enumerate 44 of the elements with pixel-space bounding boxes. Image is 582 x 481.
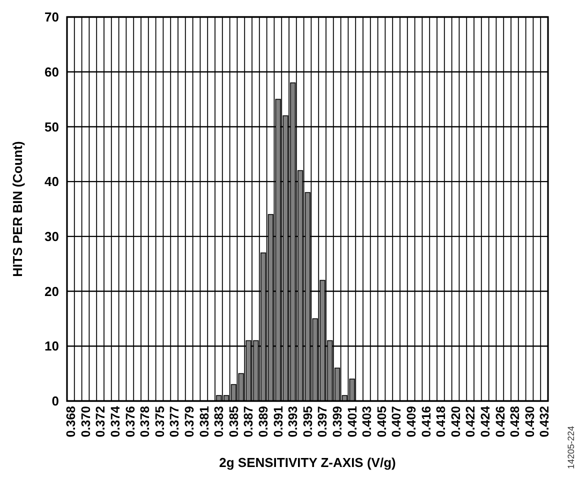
x-tick-label: 0.430 <box>522 406 537 438</box>
x-tick-label: 0.399 <box>330 406 344 438</box>
x-tick-label: 0.368 <box>64 406 78 438</box>
x-tick-label: 0.422 <box>464 406 478 438</box>
y-tick-label: 10 <box>44 338 59 354</box>
x-axis-title: 2g SENSITIVITY Z-AXIS (V/g) <box>219 455 396 470</box>
x-tick-label: 0.381 <box>197 406 212 438</box>
x-tick-label: 0.397 <box>316 406 330 438</box>
x-tick-label: 0.376 <box>123 406 138 438</box>
x-tick-label: 0.428 <box>508 406 522 438</box>
x-tick-label: 0.379 <box>182 406 196 438</box>
x-tick-label: 0.387 <box>242 406 256 438</box>
x-tick-label: 0.407 <box>390 406 404 438</box>
x-tick-label: 0.416 <box>419 406 434 438</box>
y-tick-label: 30 <box>44 228 59 244</box>
y-tick-label: 60 <box>44 64 59 80</box>
x-tick-label: 0.372 <box>94 406 108 438</box>
y-tick-label: 0 <box>52 394 59 409</box>
y-tick-label: 50 <box>44 119 59 134</box>
x-tick-label: 0.385 <box>226 406 241 438</box>
x-tick-label: 0.375 <box>152 406 167 438</box>
x-tick-label: 0.370 <box>78 406 93 438</box>
x-tick-label: 0.424 <box>478 406 492 438</box>
x-tick-label: 0.418 <box>434 406 448 438</box>
y-axis-title: HITS PER BIN (Count) <box>10 141 25 277</box>
x-tick-label: 0.391 <box>271 406 286 438</box>
x-tick-label: 0.393 <box>286 406 300 438</box>
x-tick-label: 0.401 <box>345 406 360 438</box>
x-tick-label: 0.420 <box>448 406 463 438</box>
x-tick-label: 0.432 <box>538 406 552 438</box>
x-tick-label: 0.378 <box>138 406 152 438</box>
y-tick-label: 40 <box>44 174 59 190</box>
x-tick-label: 0.426 <box>493 406 508 438</box>
x-tick-label: 0.395 <box>300 406 315 438</box>
y-tick-label: 70 <box>44 10 59 25</box>
x-tick-label: 0.374 <box>108 406 122 438</box>
x-tick-label: 0.389 <box>256 406 270 438</box>
x-tick-label: 0.377 <box>168 406 182 438</box>
text: 14205-224 <box>566 426 576 469</box>
x-tick-label: 0.405 <box>374 406 389 438</box>
x-tick-label: 0.403 <box>360 406 374 438</box>
y-tick-label: 20 <box>44 284 59 299</box>
x-tick-label: 0.383 <box>212 406 226 438</box>
x-tick-label: 0.409 <box>404 406 418 438</box>
